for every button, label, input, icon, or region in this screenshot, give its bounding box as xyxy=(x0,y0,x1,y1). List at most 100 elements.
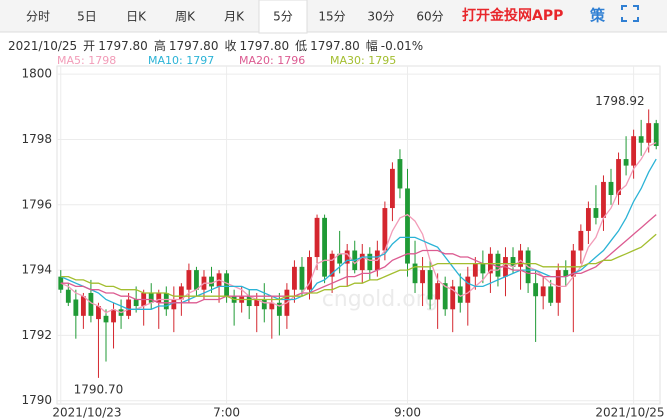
candle-body xyxy=(623,159,629,166)
candle-body xyxy=(616,159,621,195)
candle-body xyxy=(563,270,569,277)
candle-body xyxy=(96,306,101,320)
tab[interactable]: 分时 xyxy=(26,10,50,24)
y-tick-label: 1798 xyxy=(21,132,52,146)
candle-body xyxy=(337,253,343,264)
candle-body xyxy=(186,270,192,290)
candle-body xyxy=(80,296,86,316)
candle-body xyxy=(533,283,539,297)
candle-body xyxy=(548,286,554,303)
tab[interactable]: 60分 xyxy=(416,10,443,24)
candle-body xyxy=(314,217,320,258)
tab[interactable]: 5分 xyxy=(273,10,293,24)
x-tick-label: 9:00 xyxy=(394,406,421,420)
tab[interactable]: 周K xyxy=(175,10,196,24)
quote-value: 1797.80 xyxy=(98,39,148,53)
candle-body xyxy=(209,276,214,287)
candle-body xyxy=(570,250,576,277)
candle-body xyxy=(171,299,177,310)
candle-body xyxy=(194,270,199,290)
quote-value: 1797.80 xyxy=(310,39,360,53)
quote-date: 2021/10/25 xyxy=(8,39,77,53)
x-tick-label: 2021/10/23 xyxy=(52,406,121,420)
candle-body xyxy=(178,286,184,300)
strategy-button[interactable]: 策 xyxy=(589,7,606,25)
candle-body xyxy=(608,181,614,195)
low-label: 1790.70 xyxy=(74,382,124,396)
candle-body xyxy=(435,283,441,300)
candle-body xyxy=(405,188,410,264)
candle-body xyxy=(103,315,109,323)
candle-body xyxy=(246,296,252,307)
candle-body xyxy=(457,286,463,303)
x-tick-label: 7:00 xyxy=(213,406,240,420)
candle-body xyxy=(465,276,471,303)
candle-body xyxy=(646,123,652,143)
candle-body xyxy=(601,181,606,218)
app-promo[interactable]: 打开金投网APP xyxy=(462,7,563,24)
candle-body xyxy=(322,217,327,277)
candle-body xyxy=(126,299,132,316)
x-tick-label: 2021/10/25 xyxy=(595,406,664,420)
candle-body xyxy=(578,230,584,251)
candle-body xyxy=(638,136,644,143)
y-tick-label: 1794 xyxy=(21,263,52,277)
candle-body xyxy=(133,299,139,307)
candle-body xyxy=(261,299,267,310)
candle-body xyxy=(480,263,486,274)
candle-body xyxy=(292,266,297,290)
candle-body xyxy=(344,250,350,264)
legend-entry: MA30: 1795 xyxy=(330,54,396,67)
candle-body xyxy=(510,257,516,267)
candle-body xyxy=(653,123,659,147)
tab[interactable]: 15分 xyxy=(318,10,345,24)
ma-line xyxy=(60,233,657,301)
y-tick-label: 1800 xyxy=(21,67,52,81)
fullscreen-icon[interactable] xyxy=(621,5,639,22)
quote-value: 1797.80 xyxy=(239,39,289,53)
quote-value: -0.01% xyxy=(381,39,423,53)
candle-body xyxy=(156,292,162,303)
candle-body xyxy=(224,273,230,297)
quote-label: 幅 xyxy=(366,38,378,53)
candle-body xyxy=(631,136,637,166)
candle-body xyxy=(412,263,418,284)
candle-body xyxy=(307,257,312,290)
candle-body xyxy=(65,289,71,303)
y-tick-label: 1792 xyxy=(21,328,52,342)
tab[interactable]: 月K xyxy=(224,10,245,24)
candle-body xyxy=(397,159,403,189)
y-tick-label: 1790 xyxy=(21,393,52,407)
candle-body xyxy=(472,263,478,277)
legend-entry: MA10: 1797 xyxy=(148,54,214,67)
candle-body xyxy=(299,266,305,290)
candle-body xyxy=(540,286,546,297)
quote-value: 1797.80 xyxy=(169,39,219,53)
candle-body xyxy=(585,208,591,231)
toolbar xyxy=(0,0,667,32)
candle-body xyxy=(442,283,448,310)
candle-body xyxy=(367,253,373,271)
candle-body xyxy=(163,292,169,310)
quote-label: 高 xyxy=(154,38,166,53)
watermark: cngold.org xyxy=(322,287,439,312)
candle-body xyxy=(276,302,282,316)
tab[interactable]: 30分 xyxy=(367,10,394,24)
candle-body xyxy=(269,302,275,310)
ma-line xyxy=(60,142,657,314)
candle-body xyxy=(593,208,599,218)
y-tick-label: 1796 xyxy=(21,197,52,211)
candle-body xyxy=(420,270,425,284)
candle-body xyxy=(450,286,456,310)
tab[interactable]: 日K xyxy=(126,10,147,24)
candle-body xyxy=(58,276,64,290)
selected-tab xyxy=(258,0,308,34)
candle-body xyxy=(359,253,365,271)
tab[interactable]: 5日 xyxy=(77,10,97,24)
candle-body xyxy=(390,168,395,209)
quote-label: 低 xyxy=(295,39,307,53)
plot-frame xyxy=(56,65,661,405)
legend-entry: MA20: 1796 xyxy=(239,54,305,67)
candle-body xyxy=(88,292,94,316)
